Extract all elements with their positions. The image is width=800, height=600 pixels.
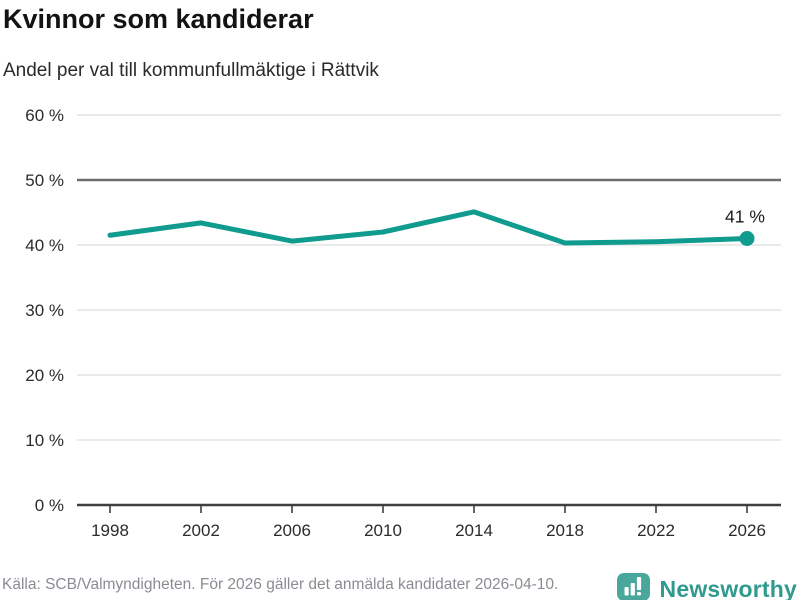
x-tick-label: 2022 xyxy=(637,521,675,540)
x-tick-label: 2002 xyxy=(182,521,220,540)
y-tick-label: 50 % xyxy=(25,171,64,190)
y-tick-label: 60 % xyxy=(25,106,64,125)
source-note: Källa: SCB/Valmyndigheten. För 2026 gäll… xyxy=(2,576,559,593)
brand-name: Newsworthy xyxy=(659,575,797,600)
end-point-marker xyxy=(739,231,755,246)
x-tick-label: 2018 xyxy=(546,521,584,540)
x-tick-label: 2026 xyxy=(728,521,766,540)
y-tick-label: 30 % xyxy=(25,301,64,320)
x-tick-label: 2014 xyxy=(455,521,493,540)
data-line xyxy=(107,209,750,246)
y-tick-label: 10 % xyxy=(25,431,64,450)
chart-subtitle: Andel per val till kommunfullmäktige i R… xyxy=(3,60,379,81)
chart-footer: Källa: SCB/Valmyndigheten. För 2026 gäll… xyxy=(0,570,800,600)
y-tick-label: 40 % xyxy=(25,236,64,255)
y-tick-label: 0 % xyxy=(35,496,64,515)
end-point-label: 41 % xyxy=(725,207,765,227)
newsworthy-brand: Newsworthy xyxy=(615,570,797,600)
y-tick-label: 20 % xyxy=(25,366,64,385)
x-tick-label: 2006 xyxy=(273,521,311,540)
line-chart: 0 % 10 % 20 % 30 % 40 % 50 % 60 % 1998 2002 2006 2… xyxy=(25,106,781,540)
x-tick-label: 1998 xyxy=(91,521,129,540)
newsworthy-logo-icon xyxy=(616,573,650,600)
chart-title: Kvinnor som kandiderar xyxy=(3,4,314,34)
x-tick-label: 2010 xyxy=(364,521,402,540)
